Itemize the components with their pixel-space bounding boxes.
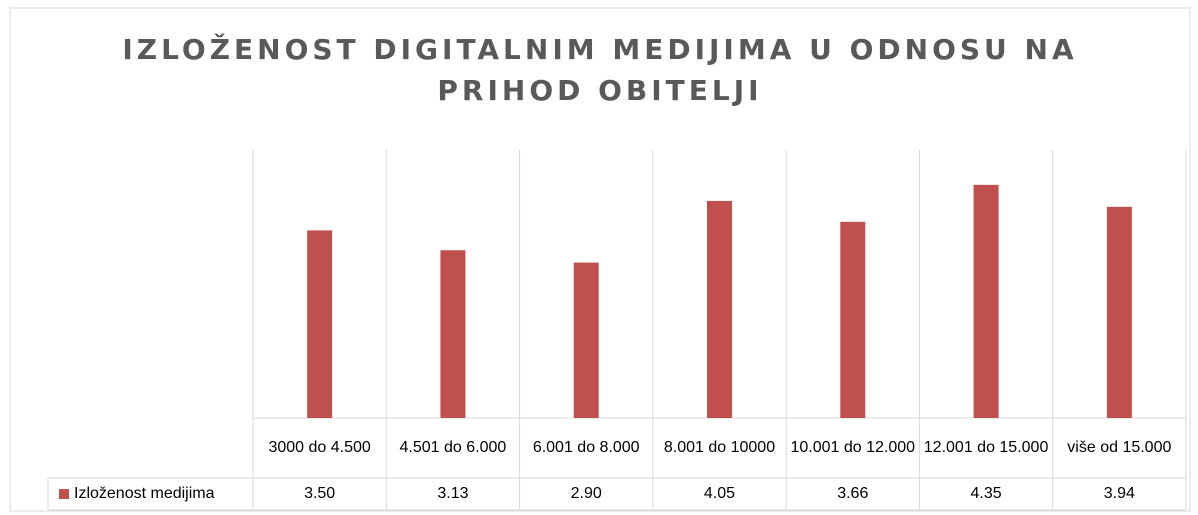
category-label-box: 10.001 do 12.000: [790, 438, 916, 456]
category-label-box: 6.001 do 8.000: [532, 438, 640, 456]
category-label-box: 12.001 do 15.000: [923, 438, 1049, 456]
category-label-box: 3000 do 4.500: [268, 438, 371, 456]
category-label: 10.001 do 12.000: [790, 438, 916, 456]
value-label: 3.66: [837, 484, 869, 502]
value-label-box: 2.90: [570, 484, 602, 502]
value-label-box: 4.35: [970, 484, 1002, 502]
category-label: 8.001 do 10000: [663, 438, 776, 456]
bar: [973, 184, 999, 418]
value-label-box: 3.94: [1103, 484, 1135, 502]
title-box: IZLOŽENOST DIGITALNIM MEDIJIMA U ODNOSU …: [122, 33, 1078, 107]
value-label: 3.13: [437, 484, 469, 502]
value-label: 4.05: [703, 484, 736, 502]
category-label-box: 4.501 do 6.000: [399, 438, 507, 456]
category-label: 4.501 do 6.000: [399, 438, 507, 456]
category-label-box: 8.001 do 10000: [663, 438, 776, 456]
value-label-box: 3.13: [437, 484, 469, 502]
value-label-box: 3.50: [304, 484, 336, 502]
value-label: 3.94: [1103, 484, 1135, 502]
legend-label-box: Izloženost medijima: [74, 484, 215, 502]
value-label: 3.50: [304, 484, 336, 502]
bar: [573, 262, 599, 418]
bar: [1106, 206, 1132, 418]
value-label-box: 3.66: [837, 484, 869, 502]
bar: [707, 200, 732, 418]
category-label: 12.001 do 15.000: [923, 438, 1049, 456]
bar: [440, 250, 466, 418]
value-label: 4.35: [970, 484, 1002, 502]
chart-title: IZLOŽENOST DIGITALNIM MEDIJIMA U ODNOSU …: [122, 33, 1078, 107]
category-label: 6.001 do 8.000: [532, 438, 640, 456]
legend-swatch: [59, 489, 69, 499]
category-label-box: više od 15.000: [1067, 438, 1172, 456]
value-label-box: 4.05: [703, 484, 736, 502]
bar: [307, 230, 333, 418]
bar: [840, 221, 866, 418]
category-label: 3000 do 4.500: [268, 438, 371, 456]
legend-label: Izloženost medijima: [74, 484, 215, 502]
value-label: 2.90: [570, 484, 602, 502]
category-label: više od 15.000: [1067, 438, 1172, 456]
